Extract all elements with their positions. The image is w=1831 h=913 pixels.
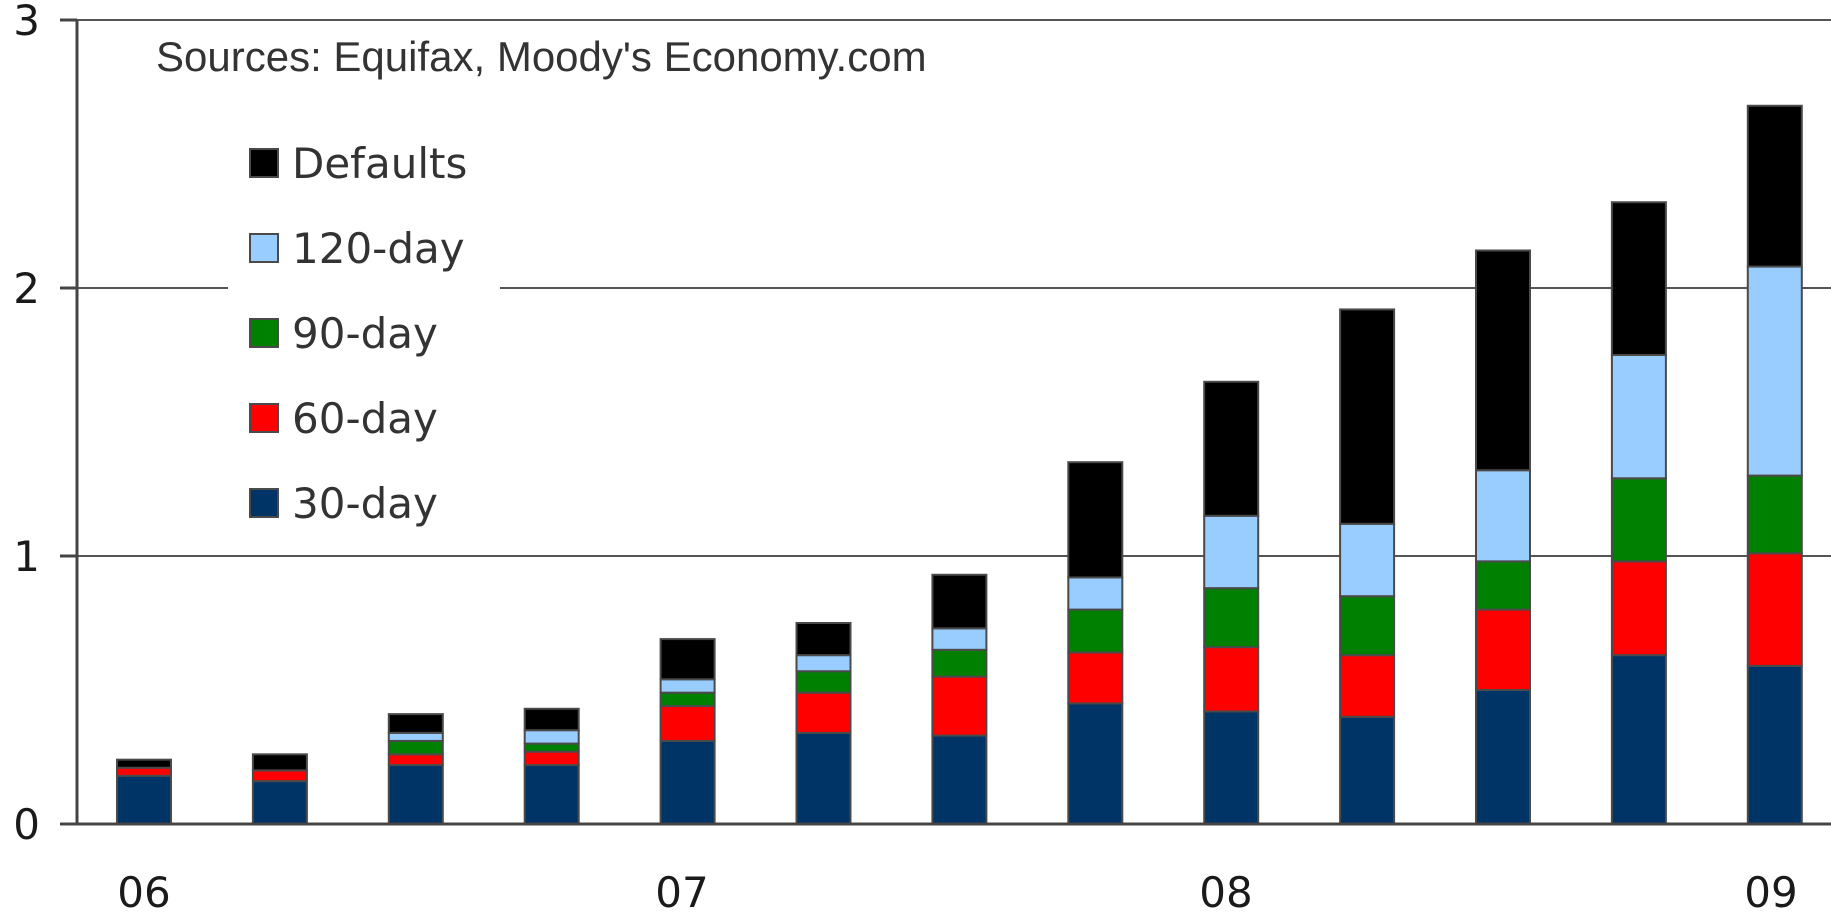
bar-segment-60-day <box>1339 654 1396 718</box>
x-tick-label: 08 <box>1199 868 1252 913</box>
legend-swatch <box>249 488 279 518</box>
y-axis-ticks: 0 1 2 3 <box>13 0 77 849</box>
bar-segment-30-day <box>1610 654 1667 825</box>
axes <box>75 20 1831 826</box>
bar-segment-120-day <box>795 654 852 673</box>
bar-segment-60-day <box>795 691 852 734</box>
legend-item: 120-day <box>249 224 465 273</box>
legend-item: Defaults <box>249 139 467 188</box>
bar-segment-60-day <box>1475 608 1531 691</box>
bar-segment-90-day <box>1610 477 1667 563</box>
bar-segment-90-day <box>1203 587 1260 649</box>
legend-label: 30-day <box>292 479 438 528</box>
bar-segment-90-day <box>1475 560 1531 611</box>
bar-segment-120-day <box>1610 354 1667 480</box>
bar-segment-30-day <box>1203 710 1260 825</box>
bar-segment-60-day <box>1067 651 1124 705</box>
bar-segment-60-day <box>387 753 444 767</box>
bar-segment-90-day <box>387 739 444 756</box>
bar-segment-30-day <box>251 780 308 825</box>
legend-label: 60-day <box>292 394 438 443</box>
bar-segment-90-day <box>659 691 716 708</box>
bar-segment-60-day <box>523 750 580 767</box>
bar-segment-60-day <box>1203 646 1260 713</box>
y-tick-label: 2 <box>13 264 40 313</box>
bar-segment-120-day <box>659 678 716 694</box>
bar-segment-120-day <box>1203 514 1260 590</box>
y-tick-label: 1 <box>13 532 40 581</box>
bar-segment-30-day <box>795 731 852 826</box>
x-tick-label: 06 <box>117 868 170 913</box>
legend-swatch <box>249 233 279 263</box>
x-tick-label: 07 <box>655 868 708 913</box>
bar-segment-90-day <box>1339 595 1396 657</box>
bar-segment-120-day <box>387 731 444 742</box>
bar-segment-defaults <box>523 707 580 732</box>
bar-segment-defaults <box>1339 308 1396 525</box>
bar-segment-defaults <box>931 573 988 630</box>
bar-segment-30-day <box>387 764 444 825</box>
bar-segment-defaults <box>659 638 716 681</box>
bar-segment-90-day <box>523 742 580 753</box>
y-tick-label: 3 <box>13 0 40 45</box>
bar-segment-30-day <box>659 739 716 825</box>
bar-segment-90-day <box>1746 474 1803 555</box>
bar-segment-60-day <box>1746 552 1803 667</box>
bar-segment-defaults <box>251 753 308 772</box>
bar-segment-60-day <box>1610 560 1667 657</box>
legend-swatch <box>249 148 279 178</box>
bar-segment-90-day <box>1067 608 1124 654</box>
legend-label: Defaults <box>292 139 467 188</box>
bar-segment-defaults <box>1475 249 1531 472</box>
legend: Defaults 120-day 90-day 60-day 30-day <box>249 139 467 528</box>
x-tick-label: 09 <box>1744 868 1797 913</box>
legend-item: 60-day <box>249 394 438 443</box>
bar-segment-120-day <box>1746 265 1803 477</box>
legend-swatch <box>249 318 279 348</box>
bar-segment-120-day <box>931 627 988 651</box>
bar-segment-defaults <box>1610 201 1667 356</box>
bar-segment-30-day <box>523 764 580 825</box>
bar-segment-30-day <box>1067 702 1124 826</box>
bar-segment-90-day <box>795 670 852 694</box>
bars <box>116 104 1803 826</box>
bar-segment-60-day <box>251 769 308 783</box>
legend-swatch <box>249 403 279 433</box>
bar-segment-120-day <box>1339 522 1396 598</box>
legend-label: 90-day <box>292 309 438 358</box>
bar-segment-defaults <box>1746 104 1803 268</box>
bar-segment-120-day <box>1067 576 1124 611</box>
bar-segment-30-day <box>931 734 988 825</box>
legend-item: 90-day <box>249 309 438 358</box>
bar-segment-defaults <box>387 713 444 734</box>
bar-segment-60-day <box>659 705 716 742</box>
bar-segment-defaults <box>1203 380 1260 517</box>
bar-segment-defaults <box>795 622 852 657</box>
bar-segment-defaults <box>1067 461 1124 579</box>
bar-segment-120-day <box>523 729 580 745</box>
legend-item: 30-day <box>249 479 438 528</box>
bar-segment-30-day <box>116 774 172 826</box>
bar-segment-30-day <box>1339 715 1396 825</box>
bar-segment-90-day <box>931 648 988 678</box>
source-annotation: Sources: Equifax, Moody's Economy.com <box>156 33 927 80</box>
x-axis-ticks: 06 07 08 09 <box>117 868 1797 913</box>
bar-segment-60-day <box>931 675 988 737</box>
bar-segment-60-day <box>116 766 172 777</box>
bar-segment-defaults <box>116 758 172 769</box>
bar-segment-30-day <box>1475 689 1531 825</box>
y-tick-label: 0 <box>13 800 40 849</box>
bar-segment-120-day <box>1475 469 1531 563</box>
bar-segment-30-day <box>1746 664 1803 825</box>
legend-label: 120-day <box>292 224 465 273</box>
